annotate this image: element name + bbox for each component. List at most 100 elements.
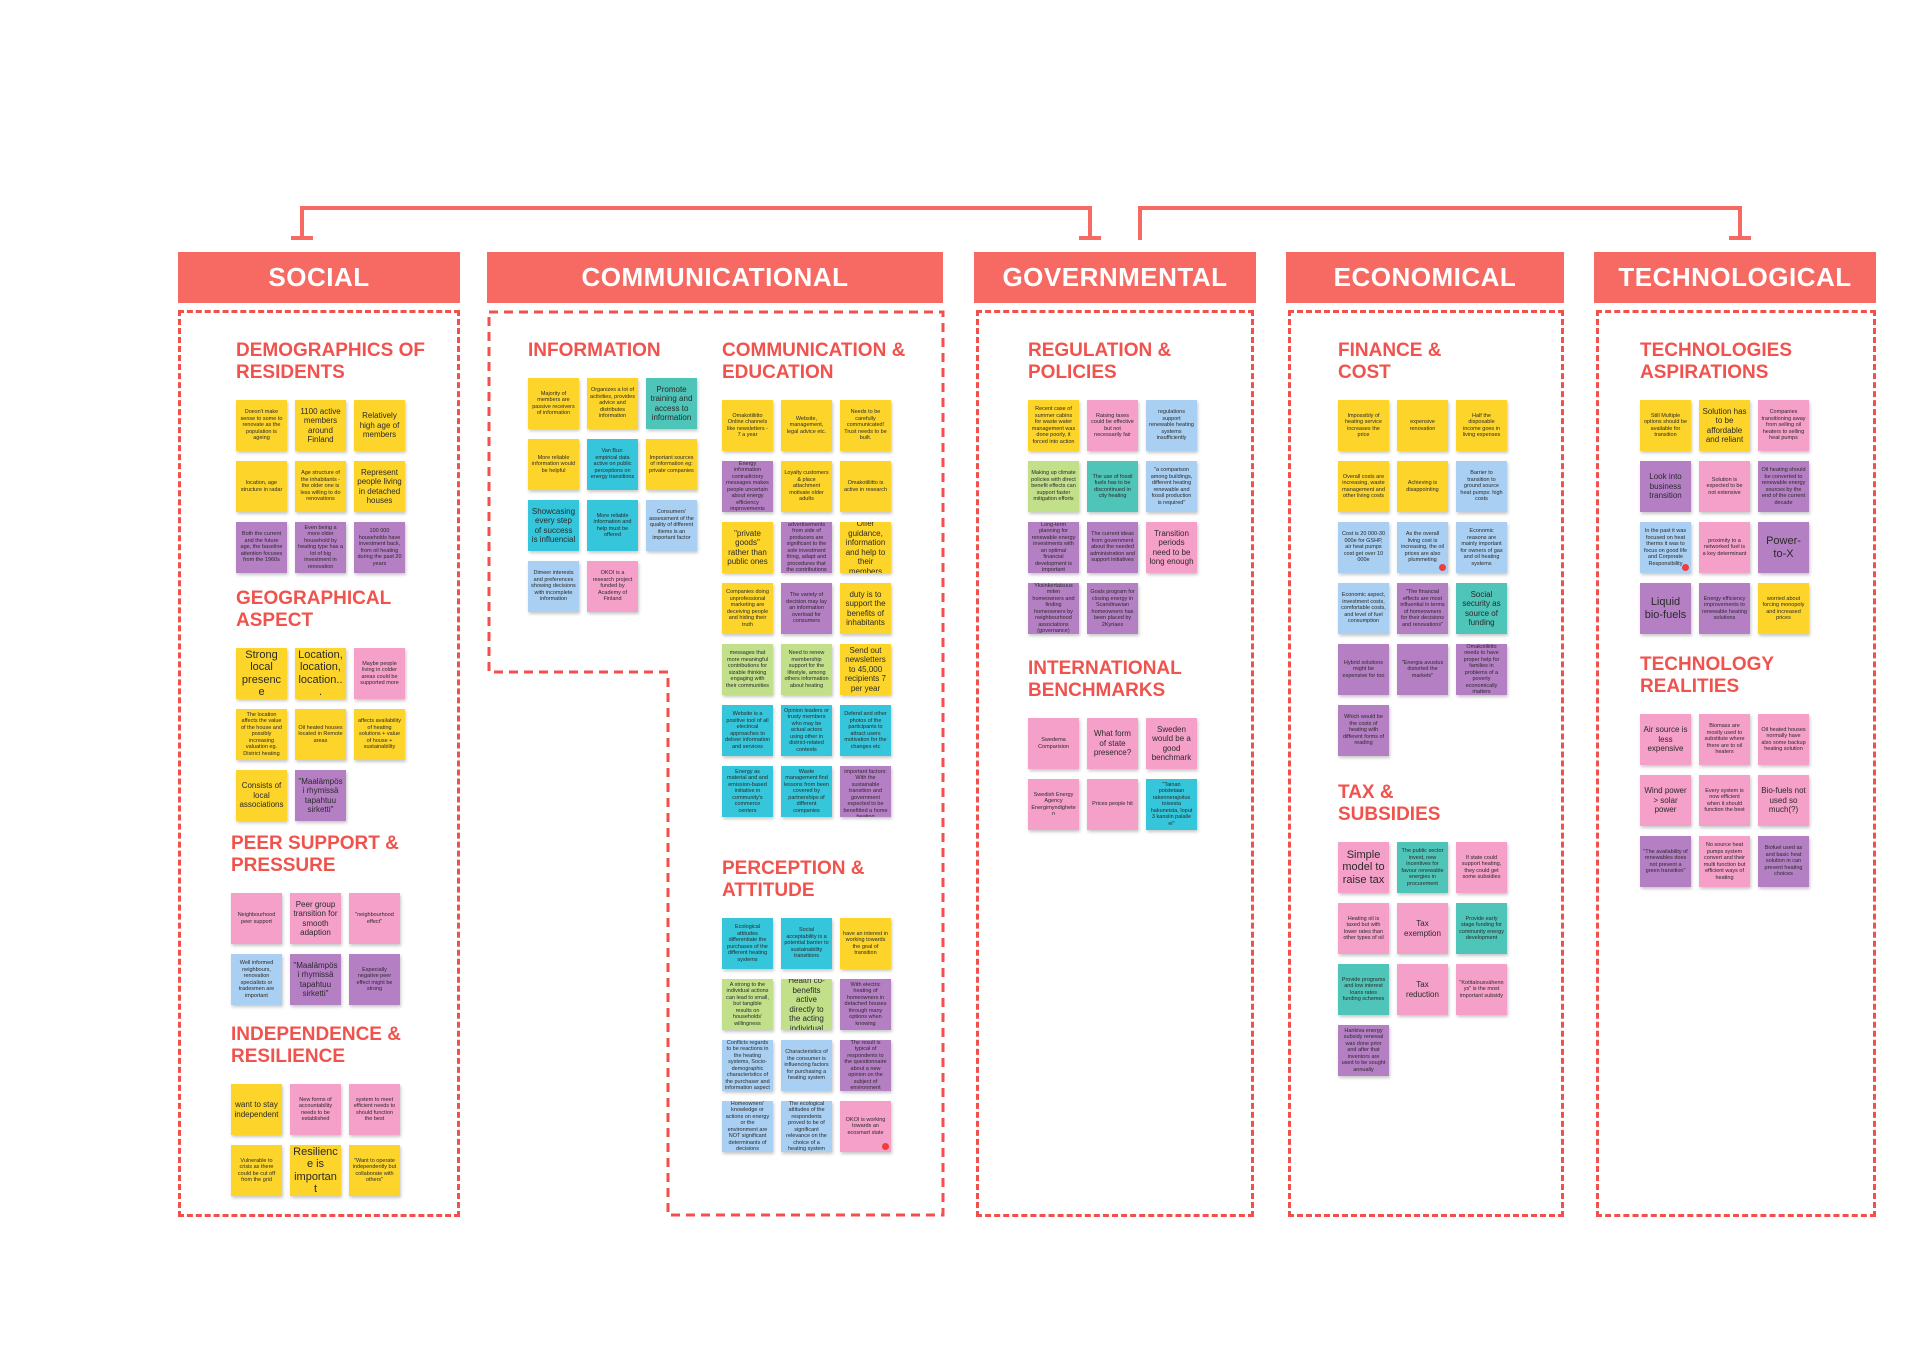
sticky-note[interactable]: Goals program for closing energy in Scan… — [1087, 583, 1138, 634]
sticky-note[interactable]: "neighbourhood effect" — [349, 893, 400, 944]
sticky-note[interactable]: Hankiva energy subsidy renewal was done … — [1338, 1025, 1389, 1076]
sticky-note[interactable]: Provide programs and low interest loans … — [1338, 964, 1389, 1015]
sticky-note[interactable]: Offer guidance, information and help to … — [840, 522, 891, 573]
sticky-note[interactable]: Companies transitioning away from sellin… — [1758, 400, 1809, 451]
sticky-note[interactable]: messages that more meaningful contributi… — [722, 644, 773, 695]
sticky-note[interactable]: Half the disposable income goes in livin… — [1456, 400, 1507, 451]
sticky-note[interactable]: Both the current and the future age, the… — [236, 522, 287, 573]
sticky-note[interactable]: Characteristics of the consumer is influ… — [781, 1040, 832, 1091]
sticky-note[interactable]: Social acceptability is a potential barr… — [781, 918, 832, 969]
sticky-note[interactable]: "Tainan poistetaan rakennerajoitus toise… — [1146, 779, 1197, 830]
sticky-note[interactable]: The result is typical of respondents to … — [840, 1040, 891, 1091]
sticky-note[interactable]: "a comparison among buildings, different… — [1146, 461, 1197, 512]
sticky-note[interactable]: Looks like important factors: With the s… — [840, 766, 891, 817]
sticky-note[interactable]: system to meet efficient needs to should… — [349, 1084, 400, 1135]
sticky-note[interactable]: Resilience is important — [290, 1145, 341, 1196]
sticky-note[interactable]: Vulnerable to crisis as there could be c… — [231, 1145, 282, 1196]
sticky-note[interactable]: "Want to operate independently but colla… — [349, 1145, 400, 1196]
sticky-note[interactable]: Sweden would be a good benchmark — [1146, 718, 1197, 769]
sticky-note[interactable]: Economic reasons are mainly important fo… — [1456, 522, 1507, 573]
sticky-note[interactable]: Ecological attitudes differentiate the p… — [722, 918, 773, 969]
sticky-note[interactable]: Consumers' assessment of the quality of … — [646, 500, 697, 551]
sticky-note[interactable]: Even being a more older household by hea… — [295, 522, 346, 573]
sticky-note[interactable]: New forms of accountability needs to be … — [290, 1084, 341, 1135]
sticky-note[interactable]: A strong to the individual actions can l… — [722, 979, 773, 1030]
sticky-note[interactable]: Relatively high age of members — [354, 400, 405, 451]
sticky-note[interactable]: Prices people hit — [1087, 779, 1138, 830]
sticky-note[interactable]: 1100 active members around Finland — [295, 400, 346, 451]
sticky-note[interactable]: Maybe people living in colder areas coul… — [354, 648, 405, 699]
sticky-note[interactable]: Raising taxes could be effective but not… — [1087, 400, 1138, 451]
sticky-note[interactable]: Especially negative peer effect might be… — [349, 954, 400, 1005]
sticky-note[interactable]: Energy information contradictory message… — [722, 461, 773, 512]
sticky-note[interactable]: Important sources of information eg: pri… — [646, 439, 697, 490]
sticky-note[interactable]: Solution has to be affordable and relian… — [1699, 400, 1750, 451]
sticky-note[interactable]: Solution is expected to be not extensive — [1699, 461, 1750, 512]
sticky-note[interactable]: Yksinkertaisuus miten homeowners and fin… — [1028, 583, 1079, 634]
sticky-note[interactable]: Bio-fuels not used so much(?) — [1758, 775, 1809, 826]
sticky-note[interactable]: Companies doing unprofessional marketing… — [722, 583, 773, 634]
sticky-note[interactable]: Omakotiliitto is active in research — [840, 461, 891, 512]
sticky-note[interactable]: expensive renovation — [1397, 400, 1448, 451]
sticky-note[interactable]: have an interest in working towards the … — [840, 918, 891, 969]
sticky-note[interactable]: Location, location, location... — [295, 648, 346, 699]
sticky-note[interactable]: "Energia avustus distorted the markets" — [1397, 644, 1448, 695]
sticky-note[interactable]: Social security as source of funding — [1456, 583, 1507, 634]
sticky-note[interactable]: Send out newsletters to 45,000 recipient… — [840, 644, 891, 695]
sticky-note[interactable]: Showcasing every step of success is infl… — [528, 500, 579, 551]
sticky-note[interactable]: Power-to-X — [1758, 522, 1809, 573]
sticky-note[interactable]: OKOI is a research project funded by Aca… — [587, 561, 638, 612]
sticky-note[interactable]: "private goods" rather than public ones — [722, 522, 773, 573]
sticky-note[interactable]: Omakotiliitto Online channels like newsl… — [722, 400, 773, 451]
sticky-note[interactable]: location, age structure in radar — [236, 461, 287, 512]
sticky-note[interactable]: Majority of members are passive receiver… — [528, 378, 579, 429]
sticky-note[interactable]: Omakotiliitto needs to have proper help … — [1456, 644, 1507, 695]
sticky-note[interactable]: Peer group transition for smooth adaptio… — [290, 893, 341, 944]
sticky-note[interactable]: Heating oil is taxed but with lower rate… — [1338, 903, 1389, 954]
sticky-note[interactable]: "Maalämpösi rhymissä tapahtuu sirketti" — [295, 770, 346, 821]
sticky-note[interactable]: Energy efficiency improvements to renewa… — [1699, 583, 1750, 634]
sticky-note[interactable]: Oil heated houses located in Remote area… — [295, 709, 346, 760]
sticky-note[interactable]: Transition periods need to be long enoug… — [1146, 522, 1197, 573]
sticky-note[interactable]: want to stay independent — [231, 1084, 282, 1135]
sticky-note[interactable]: More reliable information and help must … — [587, 500, 638, 551]
sticky-note[interactable]: Loyalty customers & place attachment mot… — [781, 461, 832, 512]
sticky-note[interactable]: Wind power > solar power — [1640, 775, 1691, 826]
sticky-note[interactable]: Age structure of the inhabitants - the o… — [295, 461, 346, 512]
sticky-note[interactable]: "Kotitalousvähennys" is the most importa… — [1456, 964, 1507, 1015]
sticky-note[interactable]: Tax reduction — [1397, 964, 1448, 1015]
sticky-note[interactable]: Oil heating should be converted to renew… — [1758, 461, 1809, 512]
sticky-note[interactable]: OKOI is working towards an ecosmart stat… — [840, 1101, 891, 1152]
sticky-note[interactable]: Waste management find lessons from been … — [781, 766, 832, 817]
sticky-note[interactable]: Liquid bio-fuels — [1640, 583, 1691, 634]
sticky-note[interactable]: Promote training and access to informati… — [646, 378, 697, 429]
sticky-note[interactable]: Biomass are mostly used to substitute wh… — [1699, 714, 1750, 765]
sticky-note[interactable]: The location affects the value of the ho… — [236, 709, 287, 760]
sticky-note[interactable]: The current ideas from government about … — [1087, 522, 1138, 573]
sticky-note[interactable]: Economic aspect, investment costs, comfo… — [1338, 583, 1389, 634]
sticky-note[interactable]: The ecological attitudes of the responde… — [781, 1101, 832, 1152]
sticky-note[interactable]: duty is to support the benefits of inhab… — [840, 583, 891, 634]
sticky-note[interactable]: "The financial effects are most influent… — [1397, 583, 1448, 634]
sticky-note[interactable]: Neighbourhood peer support — [231, 893, 282, 944]
sticky-note[interactable]: Health co-benefits active directly to th… — [781, 979, 832, 1030]
sticky-note[interactable]: Well informed neighbours, renovation spe… — [231, 954, 282, 1005]
sticky-note[interactable]: Strong local presence — [236, 648, 287, 699]
sticky-note[interactable]: Which would be the costs of heating with… — [1338, 705, 1389, 756]
sticky-note[interactable]: Provide early stage funding for communit… — [1456, 903, 1507, 954]
sticky-note[interactable]: Recent case of summer cabins for waste w… — [1028, 400, 1079, 451]
sticky-note[interactable]: Simple model to raise tax — [1338, 842, 1389, 893]
sticky-note[interactable]: As the overall living cost is increasing… — [1397, 522, 1448, 573]
sticky-note[interactable]: No source heat pumps system convert and … — [1699, 836, 1750, 887]
sticky-note[interactable]: Overall costs are increasing, waste mana… — [1338, 461, 1389, 512]
sticky-note[interactable]: 100 000 households have investment back,… — [354, 522, 405, 573]
sticky-note[interactable]: In the past it was focused on heat therm… — [1640, 522, 1691, 573]
sticky-note[interactable]: The use of fossil fuels has to be discon… — [1087, 461, 1138, 512]
sticky-note[interactable]: Need to renew membership support for the… — [781, 644, 832, 695]
sticky-note[interactable]: Conflicts regards to be reactions in the… — [722, 1040, 773, 1091]
sticky-note[interactable]: Represent people living in detached hous… — [354, 461, 405, 512]
sticky-note[interactable]: Cost is 20 000-30 000e for GSHP, air hea… — [1338, 522, 1389, 573]
sticky-note[interactable]: With electric heating of homeowners in d… — [840, 979, 891, 1030]
sticky-note[interactable]: Most advertisements from side of produce… — [781, 522, 832, 573]
sticky-note[interactable]: Van Bus: empirical data active on public… — [587, 439, 638, 490]
